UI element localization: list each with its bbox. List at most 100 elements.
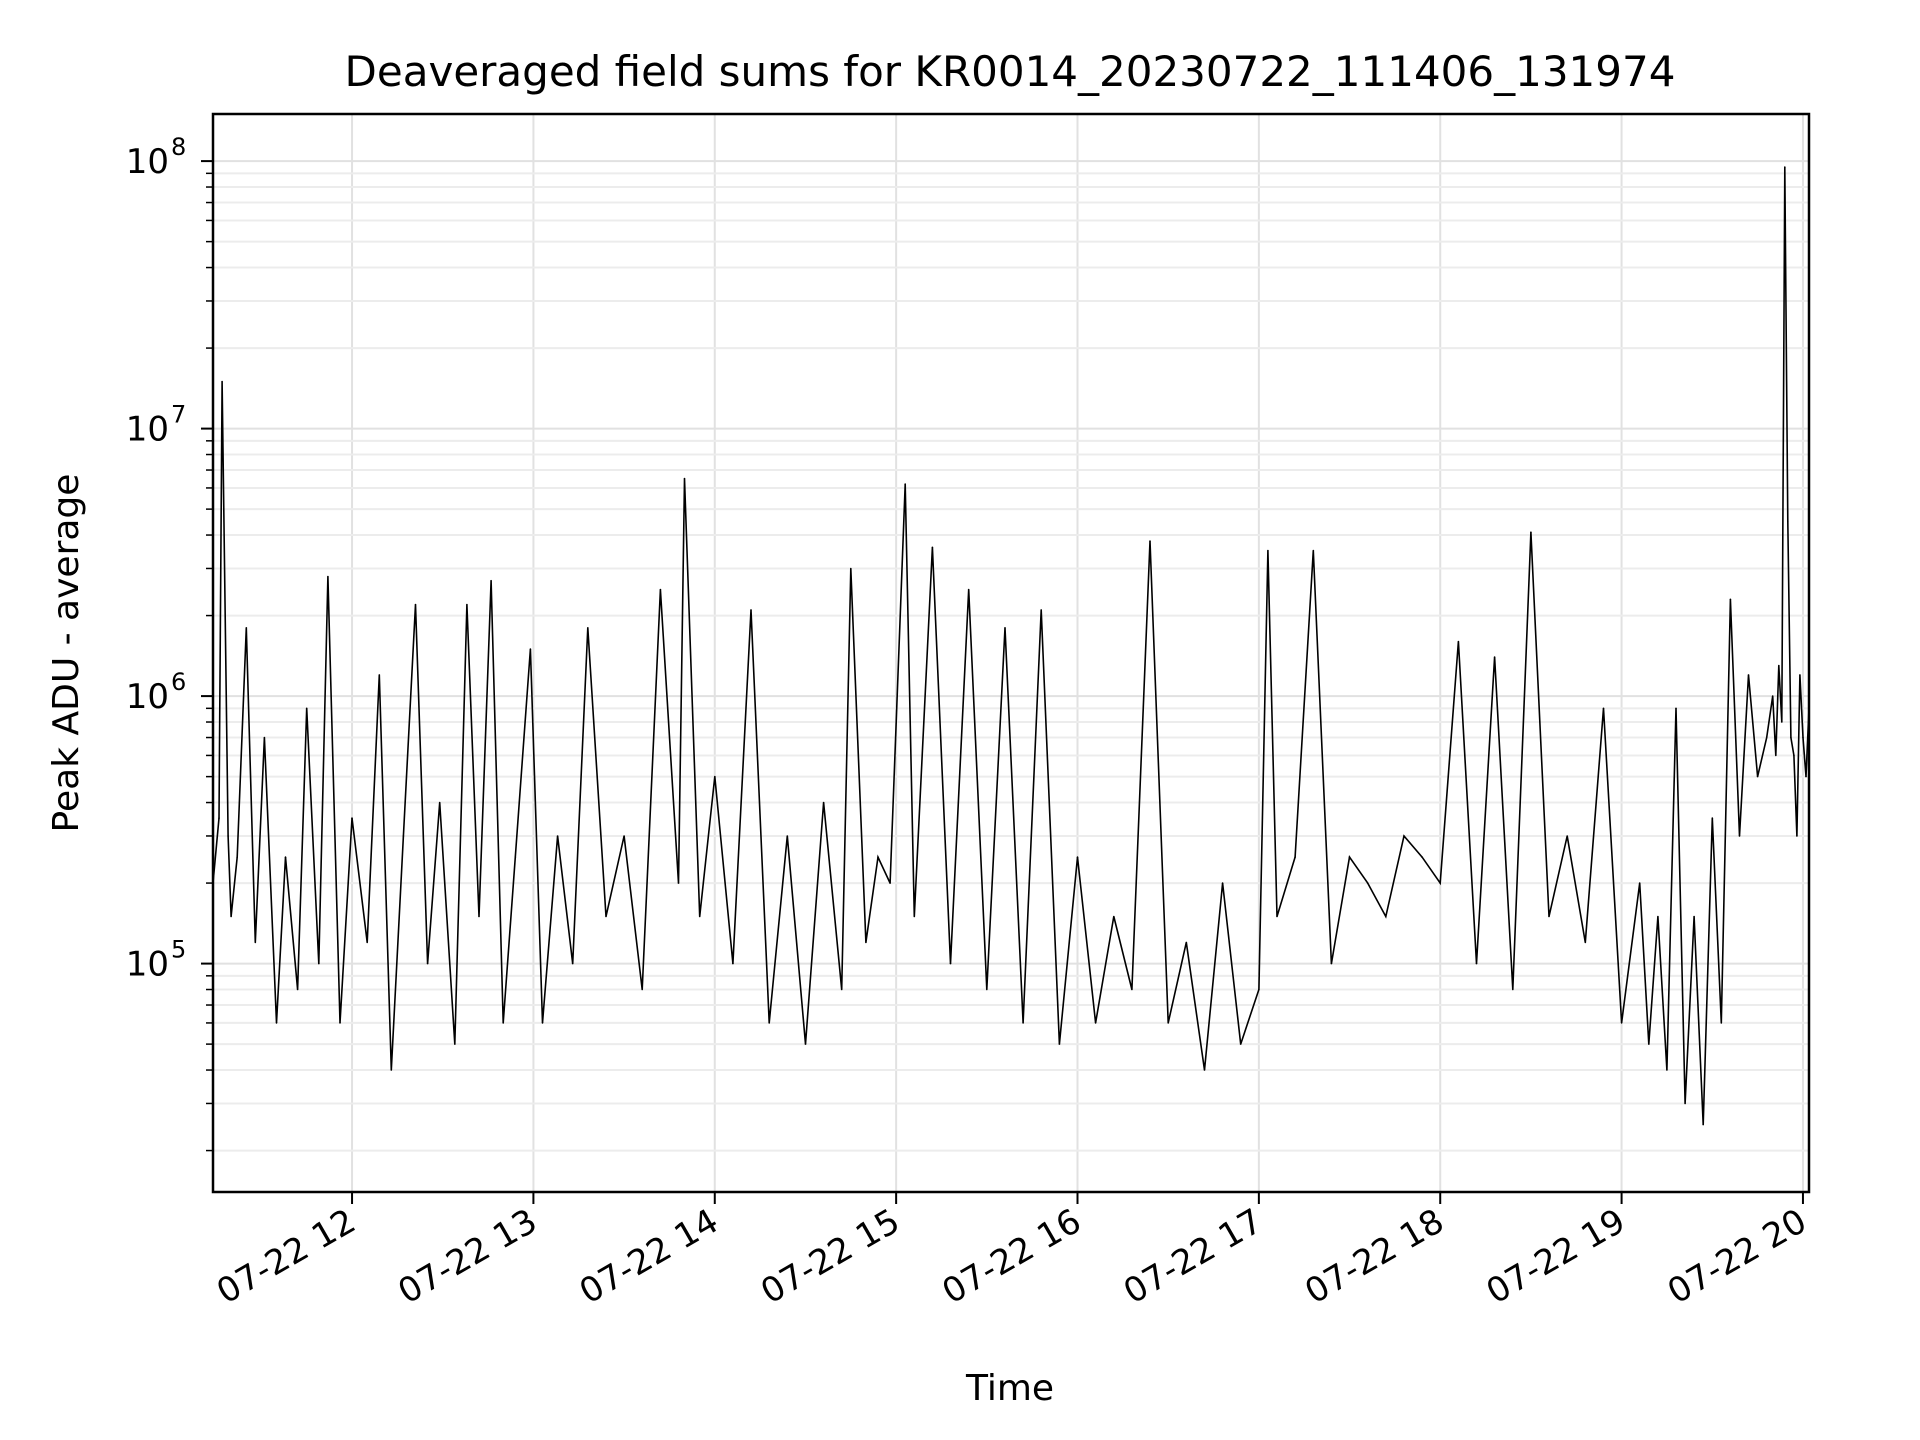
y-tick-exponent: 8 bbox=[171, 133, 186, 161]
data-point bbox=[1239, 1043, 1242, 1045]
data-point bbox=[1457, 640, 1460, 643]
data-point bbox=[1584, 941, 1587, 944]
data-point bbox=[466, 603, 468, 606]
y-tick-exponent: 6 bbox=[171, 668, 186, 696]
data-point bbox=[296, 988, 299, 991]
x-tick-label: 07-22 12 bbox=[210, 1201, 362, 1312]
data-point bbox=[1684, 1102, 1686, 1105]
x-tick-label: 07-22 14 bbox=[573, 1201, 725, 1312]
data-point bbox=[502, 1022, 505, 1024]
data-point bbox=[1022, 1022, 1024, 1024]
data-point bbox=[768, 1022, 770, 1024]
data-point bbox=[1675, 707, 1677, 710]
data-point bbox=[1602, 707, 1605, 710]
data-point bbox=[1366, 882, 1369, 884]
data-point bbox=[571, 962, 574, 965]
data-point bbox=[1720, 1022, 1723, 1024]
data-point bbox=[1711, 817, 1714, 819]
data-point bbox=[218, 817, 220, 819]
data-point bbox=[245, 627, 248, 629]
data-point bbox=[1790, 736, 1792, 739]
data-point bbox=[438, 801, 441, 804]
data-point bbox=[698, 915, 701, 918]
data-point bbox=[1058, 1043, 1061, 1045]
data-point bbox=[804, 1043, 807, 1045]
data-point bbox=[822, 801, 825, 804]
data-point bbox=[378, 674, 381, 676]
data-point bbox=[1276, 915, 1278, 918]
x-tick-label: 07-22 19 bbox=[1480, 1201, 1632, 1312]
y-tick-label: 10 6 bbox=[126, 668, 187, 717]
data-point bbox=[426, 962, 429, 965]
data-point bbox=[414, 603, 417, 606]
data-point bbox=[1131, 988, 1133, 991]
data-point bbox=[1475, 962, 1478, 965]
data-point bbox=[1775, 754, 1777, 757]
data-point bbox=[1421, 856, 1423, 858]
data-point bbox=[490, 579, 492, 582]
data-point bbox=[541, 1022, 544, 1024]
data-point bbox=[1781, 721, 1783, 723]
y-axis-label: Peak ADU - average bbox=[46, 474, 87, 833]
data-point bbox=[254, 941, 257, 944]
data-point bbox=[677, 882, 680, 884]
data-point bbox=[605, 915, 607, 918]
data-point bbox=[305, 707, 308, 710]
data-point bbox=[877, 856, 879, 858]
data-point bbox=[714, 775, 716, 778]
y-tick-base: 10 bbox=[126, 677, 169, 717]
data-point bbox=[1493, 656, 1496, 658]
data-point bbox=[221, 380, 223, 383]
data-point bbox=[1185, 941, 1188, 944]
data-point bbox=[327, 575, 329, 578]
data-point bbox=[1620, 1022, 1623, 1024]
data-point bbox=[275, 1022, 278, 1024]
data-point bbox=[1805, 775, 1807, 778]
data-point bbox=[1566, 835, 1568, 837]
data-point bbox=[865, 941, 867, 944]
data-point bbox=[1799, 674, 1801, 676]
data-point bbox=[1548, 915, 1550, 918]
data-point bbox=[1439, 882, 1441, 884]
data-point bbox=[514, 856, 517, 858]
data-point bbox=[1403, 835, 1405, 837]
data-point bbox=[227, 835, 229, 837]
data-point bbox=[1638, 882, 1641, 884]
data-point bbox=[1530, 531, 1532, 533]
data-point bbox=[1113, 915, 1115, 918]
data-point bbox=[1756, 775, 1759, 778]
chart-title: Deaveraged field sums for KR0014_2023072… bbox=[345, 47, 1676, 96]
data-point bbox=[1784, 166, 1786, 168]
data-point bbox=[1312, 549, 1315, 552]
x-tick-label: 07-22 20 bbox=[1661, 1201, 1813, 1312]
data-point bbox=[659, 588, 662, 591]
data-point bbox=[786, 835, 789, 837]
data-point bbox=[1330, 962, 1333, 965]
x-axis-ticks: 07-22 12 07-22 13 07-22 14 07-22 15 07-22 16… bbox=[210, 1192, 1813, 1312]
data-point bbox=[587, 627, 589, 629]
data-point bbox=[1778, 664, 1780, 667]
data-point bbox=[913, 915, 916, 918]
data-point bbox=[1787, 520, 1789, 523]
data-point bbox=[904, 483, 906, 485]
y-tick-base: 10 bbox=[126, 410, 169, 450]
data-point bbox=[1648, 1043, 1650, 1045]
data-point bbox=[1094, 1022, 1097, 1024]
data-point bbox=[339, 1022, 341, 1024]
data-point bbox=[750, 609, 752, 611]
data-point bbox=[263, 736, 266, 739]
data-point bbox=[931, 546, 934, 549]
y-tick-exponent: 5 bbox=[171, 936, 186, 964]
data-point bbox=[850, 567, 852, 570]
data-point bbox=[1729, 598, 1732, 601]
data-point bbox=[1666, 1069, 1668, 1071]
data-point bbox=[529, 648, 532, 650]
data-point bbox=[1267, 549, 1269, 552]
data-point bbox=[1167, 1022, 1169, 1024]
data-point bbox=[683, 477, 686, 480]
data-point bbox=[1149, 540, 1151, 542]
x-tick-label: 07-22 18 bbox=[1298, 1201, 1450, 1312]
series-line-0 bbox=[212, 167, 1810, 1125]
